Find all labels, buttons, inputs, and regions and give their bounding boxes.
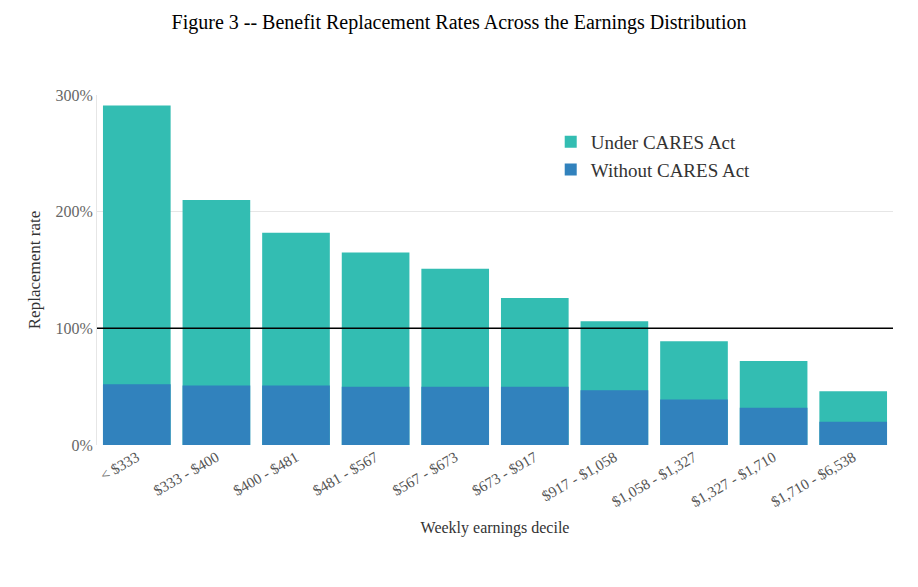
svg-text:0%: 0% — [71, 437, 92, 454]
svg-text:$1,058 - $1,327: $1,058 - $1,327 — [609, 448, 700, 510]
svg-text:$333 - $400: $333 - $400 — [151, 449, 222, 499]
svg-text:$567 - $673: $567 - $673 — [390, 449, 461, 499]
svg-text:100%: 100% — [55, 320, 92, 337]
svg-text:$481 - $567: $481 - $567 — [310, 448, 381, 498]
svg-text:200%: 200% — [55, 203, 92, 220]
svg-text:$673 - $917: $673 - $917 — [469, 448, 540, 498]
svg-text:Figure 3 -- Benefit Replacemen: Figure 3 -- Benefit Replacement Rates Ac… — [172, 11, 747, 34]
svg-text:$1,327 - $1,710: $1,327 - $1,710 — [689, 449, 779, 510]
svg-text:300%: 300% — [55, 87, 92, 104]
svg-text:Without CARES Act: Without CARES Act — [591, 160, 750, 181]
svg-text:Under CARES Act: Under CARES Act — [591, 132, 736, 153]
svg-text:$917 - $1,058: $917 - $1,058 — [539, 449, 620, 505]
svg-text:$1,710 - $6,538: $1,710 - $6,538 — [768, 449, 858, 510]
svg-text:Replacement rate: Replacement rate — [25, 211, 44, 329]
svg-text:$400 - $481: $400 - $481 — [230, 449, 301, 499]
svg-text:< $333: < $333 — [97, 449, 142, 484]
svg-text:Weekly earnings decile: Weekly earnings decile — [421, 519, 570, 537]
